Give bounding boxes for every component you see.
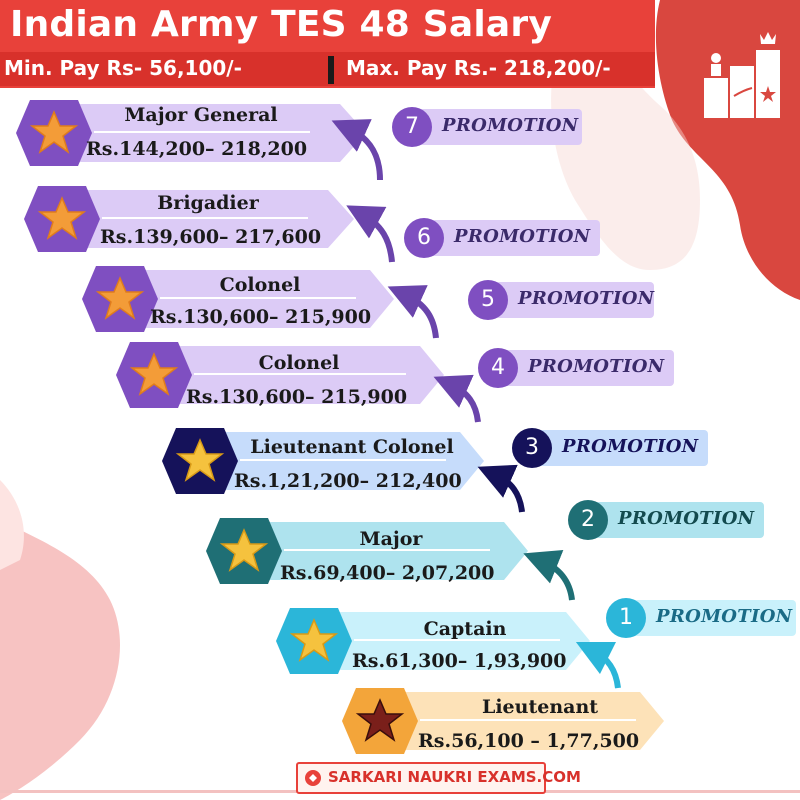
pay-bar	[0, 52, 655, 86]
promotion-number: 3	[512, 428, 552, 468]
rank-pay: Rs.69,400– 2,07,200	[280, 562, 495, 584]
promotion-number: 1	[606, 598, 646, 638]
podium-icon	[704, 32, 780, 118]
promotion-badge-4: 4 PROMOTION	[478, 348, 674, 388]
logo-icon	[305, 770, 321, 786]
rank-plate-colonel-1: Colonel Rs.130,600– 215,900	[76, 264, 396, 334]
promotion-number: 4	[478, 348, 518, 388]
arrow-icon	[477, 464, 525, 513]
promotion-badge-2: 2 PROMOTION	[568, 500, 764, 540]
rank-name: Colonel	[219, 274, 301, 296]
rank-plate-brigadier: Brigadier Rs.139,600– 217,600	[18, 184, 358, 254]
arrow-icon	[346, 205, 395, 263]
footer-text: SARKARI NAUKRI EXAMS.COM	[328, 768, 581, 786]
arrow-icon	[575, 641, 621, 689]
promotion-label: PROMOTION	[562, 436, 699, 457]
rank-plate-captain: Captain Rs.61,300– 1,93,900	[270, 606, 592, 676]
promotion-badge-7: 7 PROMOTION	[392, 107, 582, 147]
promotion-number: 6	[404, 218, 444, 258]
promotion-label: PROMOTION	[618, 508, 755, 529]
rank-name: Captain	[423, 618, 507, 640]
promotion-label: PROMOTION	[528, 356, 665, 377]
promotion-badge-3: 3 PROMOTION	[512, 428, 708, 468]
promotion-label: PROMOTION	[656, 606, 793, 627]
promotion-badge-5: 5 PROMOTION	[468, 280, 654, 320]
arrow-icon	[387, 285, 439, 339]
rank-name: Colonel	[258, 352, 340, 374]
rank-pay: Rs.56,100 – 1,77,500	[418, 730, 640, 752]
promotion-number: 2	[568, 500, 608, 540]
rank-plate-lieutenant: Lieutenant Rs.56,100 – 1,77,500	[336, 686, 666, 756]
promotion-number: 7	[392, 107, 432, 147]
promotion-label: PROMOTION	[442, 115, 579, 136]
footer-watermark: SARKARI NAUKRI EXAMS.COM	[296, 762, 581, 794]
promotion-label: PROMOTION	[454, 226, 591, 247]
arrow-icon	[523, 549, 575, 601]
pay-separator	[328, 56, 334, 84]
promotion-badge-1: 1 PROMOTION	[606, 598, 796, 638]
rank-plate-major: Major Rs.69,400– 2,07,200	[200, 516, 530, 586]
rank-pay: Rs.130,600– 215,900	[150, 306, 372, 328]
rank-pay: Rs.61,300– 1,93,900	[352, 650, 567, 672]
rank-name: Lieutenant Colonel	[250, 436, 454, 458]
rank-name: Brigadier	[157, 192, 259, 214]
rank-name: Major	[359, 528, 423, 550]
page-title: Indian Army TES 48 Salary	[10, 4, 553, 45]
arrow-icon	[433, 374, 481, 423]
rank-pay: Rs.144,200– 218,200	[86, 138, 308, 160]
promotion-number: 5	[468, 280, 508, 320]
promotion-label: PROMOTION	[518, 288, 655, 309]
rank-plate-colonel-2: Colonel Rs.130,600– 215,900	[110, 340, 446, 410]
arrow-icon	[331, 119, 383, 181]
max-pay-text: Max. Pay Rs.- 218,200/-	[346, 56, 611, 80]
rank-pay: Rs.1,21,200– 212,400	[234, 470, 462, 492]
promotion-badge-6: 6 PROMOTION	[404, 218, 600, 258]
rank-plate-major-general: Major General Rs.144,200– 218,200	[10, 98, 370, 168]
rank-name: Lieutenant	[481, 696, 599, 718]
rank-plate-lieutenant-colonel: Lieutenant Colonel Rs.1,21,200– 212,400	[156, 426, 486, 496]
min-pay-text: Min. Pay Rs- 56,100/-	[4, 56, 242, 80]
rank-pay: Rs.139,600– 217,600	[100, 226, 322, 248]
rank-name: Major General	[124, 104, 278, 126]
rank-pay: Rs.130,600– 215,900	[186, 386, 408, 408]
